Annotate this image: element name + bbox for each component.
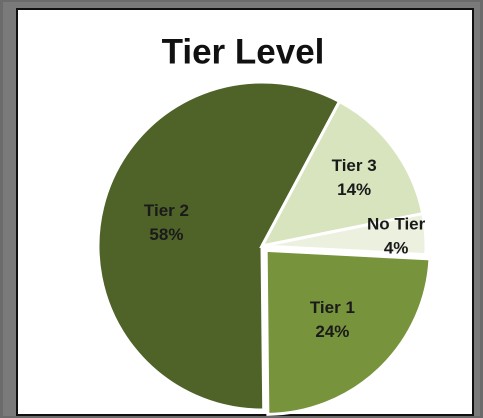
- slice-label: Tier 2: [144, 201, 189, 220]
- slice-value: 14%: [337, 180, 371, 199]
- pie-slice: [261, 211, 428, 257]
- slice-value: 4%: [384, 239, 409, 258]
- slice-label: Tier 3: [332, 156, 377, 175]
- slice-value: 58%: [149, 225, 183, 244]
- pie-slice: [264, 248, 432, 416]
- slice-value: 24%: [315, 322, 349, 341]
- slice-label: Tier 1: [310, 298, 355, 317]
- pie-slice: [259, 99, 425, 249]
- pie-slice: [96, 80, 342, 412]
- slice-label: No Tier: [367, 215, 426, 234]
- chart-title: Tier Level: [162, 32, 325, 71]
